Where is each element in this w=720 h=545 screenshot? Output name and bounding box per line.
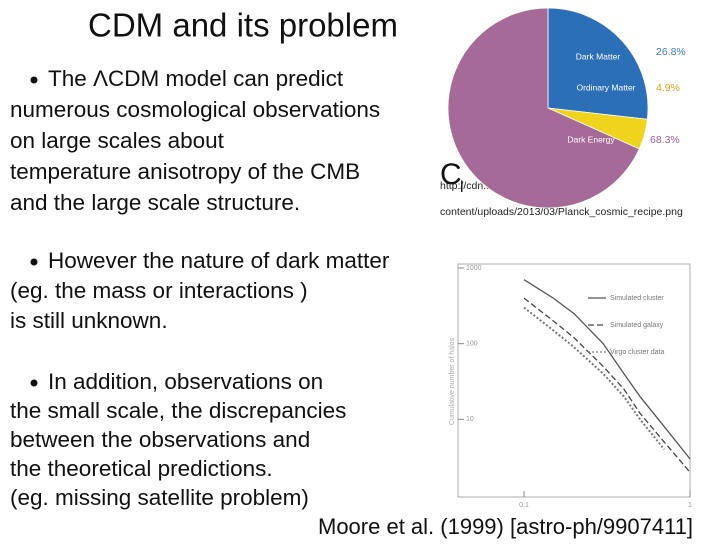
x-tick-label: 0.1: [519, 502, 529, 509]
bullet-line: However the nature of dark matter: [48, 248, 390, 273]
bullet-line: the small scale, the discrepancies: [10, 398, 346, 423]
series-line: [523, 279, 691, 460]
pie-label: Dark Energy: [567, 134, 615, 144]
bullet-line: and the large scale structure.: [10, 190, 300, 215]
cl-base: C: [440, 158, 462, 191]
slide-title: CDM and its problem: [88, 7, 398, 44]
pie-slice: [547, 7, 649, 120]
pie-value-label: 68.3%: [650, 134, 680, 146]
source-line: content/uploads/2013/03/Planck_cosmic_re…: [440, 206, 683, 218]
bullet-dot: [30, 258, 38, 266]
bullet-line: (eg. the mass or interactions ): [10, 278, 308, 303]
bullet-line: temperature anisotropy of the CMB: [10, 159, 360, 184]
bullet-line: The ΛCDM model can predict: [48, 66, 344, 91]
bullet-line: between the observations and: [10, 427, 310, 452]
pie-slice: [447, 7, 640, 209]
y-tick-label: 10: [466, 416, 474, 423]
bullet-line: In addition, observations on: [48, 369, 323, 394]
legend-label: Simulated galaxy: [610, 322, 664, 329]
legend-label: Simulated cluster: [610, 295, 664, 302]
figure-credit: Moore et al. (1999) [astro-ph/9907411]: [318, 514, 693, 539]
cl-sub: l: [460, 179, 464, 196]
bullet-line: numerous cosmological observations: [10, 97, 380, 122]
y-axis-label: Cumulative number of halos: [449, 337, 456, 425]
pie-label: Dark Matter: [576, 51, 621, 61]
x-tick-label: 1: [688, 502, 692, 509]
pie-value-label: 26.8%: [656, 46, 686, 58]
bullet-dot: [30, 76, 38, 84]
bullet-line: the theoretical predictions.: [10, 456, 273, 481]
series-line: [523, 306, 666, 451]
bullet-line: (eg. missing satellite problem): [10, 485, 309, 510]
plot-frame: [457, 263, 691, 498]
series-line: [523, 297, 691, 473]
y-tick-label: 1000: [466, 265, 482, 272]
bullet-line: on large scales about: [10, 128, 225, 153]
bullet-dot: [30, 379, 38, 387]
bullet-line: is still unknown.: [10, 308, 168, 333]
y-tick-label: 100: [466, 341, 478, 348]
legend-label: Virgo cluster data: [610, 349, 664, 356]
pie-value-label: 4.9%: [656, 82, 680, 94]
pie-label: Ordinary Matter: [576, 82, 635, 92]
